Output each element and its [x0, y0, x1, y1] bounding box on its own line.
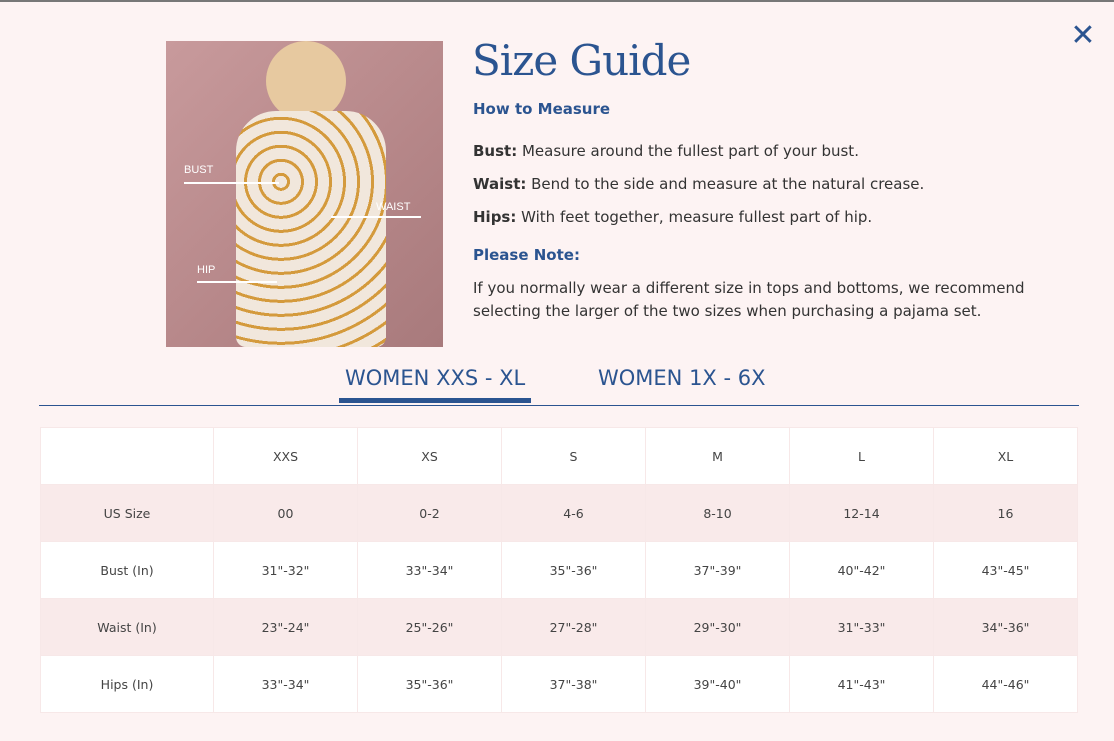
- table-cell: 37"-39": [645, 541, 790, 599]
- header-cell: [40, 427, 214, 485]
- bust-line: [184, 182, 279, 184]
- table-cell: 39"-40": [645, 655, 790, 713]
- header-cell: L: [789, 427, 934, 485]
- measure-bust: Bust: Measure around the fullest part of…: [473, 140, 1073, 163]
- table-cell: 33"-34": [213, 655, 358, 713]
- table-cell: 0-2: [357, 484, 502, 542]
- table-cell: 35"-36": [357, 655, 502, 713]
- table-cell: 4-6: [501, 484, 646, 542]
- table-cell: 29"-30": [645, 598, 790, 656]
- tab-women-xxs-xl[interactable]: WOMEN XXS - XL: [339, 366, 532, 403]
- table-row: Bust (In) 31"-32" 33"-34" 35"-36" 37"-39…: [40, 541, 1078, 599]
- waist-line: [331, 216, 421, 218]
- row-label: US Size: [40, 484, 214, 542]
- note-text: If you normally wear a different size in…: [473, 279, 1025, 320]
- close-icon[interactable]: ✕: [1070, 18, 1096, 53]
- header-cell: XL: [933, 427, 1078, 485]
- table-row: US Size 00 0-2 4-6 8-10 12-14 16: [40, 484, 1078, 542]
- table-cell: 00: [213, 484, 358, 542]
- measure-waist: Waist: Bend to the side and measure at t…: [473, 173, 1073, 196]
- row-label: Bust (In): [40, 541, 214, 599]
- hips-term: Hips:: [473, 208, 517, 226]
- table-cell: 34"-36": [933, 598, 1078, 656]
- table-cell: 33"-34": [357, 541, 502, 599]
- table-cell: 27"-28": [501, 598, 646, 656]
- waist-text: Bend to the side and measure at the natu…: [526, 175, 925, 193]
- table-cell: 31"-32": [213, 541, 358, 599]
- header-cell: XXS: [213, 427, 358, 485]
- note-heading: Please Note:: [473, 246, 580, 264]
- tab-women-1x-6x[interactable]: WOMEN 1X - 6X: [598, 366, 766, 390]
- table-cell: 44"-46": [933, 655, 1078, 713]
- size-table: XXS XS S M L XL US Size 00 0-2 4-6 8-10 …: [40, 427, 1078, 713]
- model-pajamas: [236, 111, 386, 347]
- measure-hips: Hips: With feet together, measure fulles…: [473, 206, 1073, 229]
- table-cell: 37"-38": [501, 655, 646, 713]
- table-cell: 12-14: [789, 484, 934, 542]
- row-label: Waist (In): [40, 598, 214, 656]
- hips-text: With feet together, measure fullest part…: [516, 208, 873, 226]
- table-cell: 8-10: [645, 484, 790, 542]
- waist-term: Waist:: [473, 175, 527, 193]
- hip-label: HIP: [197, 264, 216, 276]
- table-cell: 43"-45": [933, 541, 1078, 599]
- page-title: Size Guide: [472, 36, 691, 85]
- table-cell: 35"-36": [501, 541, 646, 599]
- bust-term: Bust:: [473, 142, 518, 160]
- bust-label: BUST: [184, 164, 214, 176]
- row-label: Hips (In): [40, 655, 214, 713]
- header-cell: S: [501, 427, 646, 485]
- table-row: Hips (In) 33"-34" 35"-36" 37"-38" 39"-40…: [40, 655, 1078, 713]
- table-row: Waist (In) 23"-24" 25"-26" 27"-28" 29"-3…: [40, 598, 1078, 656]
- size-guide-photo: BUST WAIST HIP: [166, 41, 443, 347]
- table-cell: 31"-33": [789, 598, 934, 656]
- hip-line: [197, 281, 277, 283]
- page-background-strip: [0, 0, 1114, 2]
- header-cell: XS: [357, 427, 502, 485]
- table-cell: 40"-42": [789, 541, 934, 599]
- table-cell: 25"-26": [357, 598, 502, 656]
- table-cell: 23"-24": [213, 598, 358, 656]
- waist-label: WAIST: [376, 201, 411, 213]
- model-head: [266, 41, 346, 121]
- table-cell: 41"-43": [789, 655, 934, 713]
- table-cell: 16: [933, 484, 1078, 542]
- size-tabs: WOMEN XXS - XL WOMEN 1X - 6X: [39, 360, 1079, 406]
- table-header-row: XXS XS S M L XL: [40, 427, 1078, 485]
- how-to-measure-heading: How to Measure: [473, 100, 611, 118]
- bust-text: Measure around the fullest part of your …: [517, 142, 859, 160]
- header-cell: M: [645, 427, 790, 485]
